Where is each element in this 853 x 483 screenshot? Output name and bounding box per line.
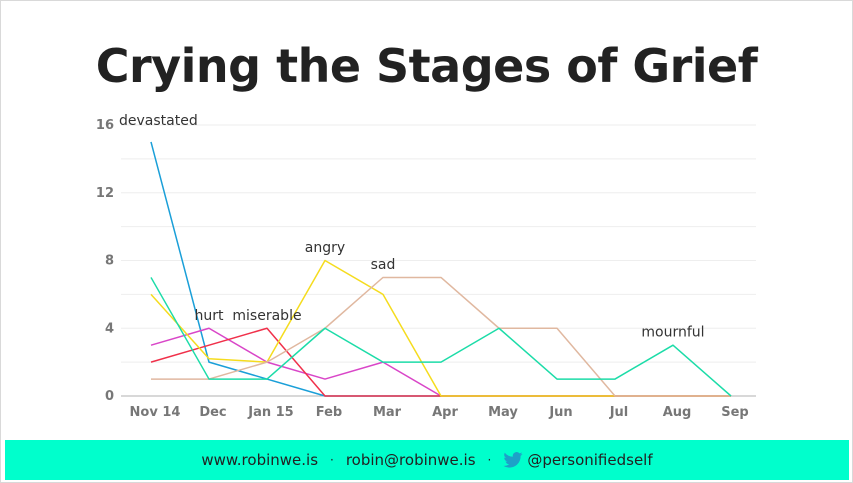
annotation-miserable: miserable [232,308,301,324]
x-tick-label: Apr [432,405,458,420]
slide-title: Crying the Stages of Grief [95,39,758,93]
annotation-angry: angry [305,240,345,256]
y-tick-label: 0 [105,389,114,404]
x-tick-label: Jun [548,405,572,420]
grief-line-chart: 0 4 8 12 16 Nov 14 Dec Jan 15 Feb Mar Apr May Jun Jul… [96,113,756,420]
website-link[interactable]: www.robinwe.is [201,451,319,469]
twitter-bird-icon [503,452,523,468]
series-line-mournful [150,277,732,397]
twitter-handle: @personifiedself [527,451,653,469]
x-tick-label: Mar [373,405,402,420]
line-layer [150,141,732,397]
y-tick-label: 12 [96,186,114,201]
x-tick-label: May [488,405,518,420]
x-tick-label: Dec [199,405,226,420]
annotation-mournful: mournful [641,325,704,341]
annotation-hurt: hurt [195,308,225,324]
annotation-devastated: devastated [119,113,198,129]
label-layer: 0 4 8 12 16 Nov 14 Dec Jan 15 Feb Mar Apr May Jun Jul… [96,113,749,420]
x-tick-label: Sep [721,405,749,420]
annotation-sad: sad [371,257,396,273]
x-tick-label: Jul [609,405,629,420]
footer-bar: www.robinwe.is · robin@robinwe.is · @per… [5,440,849,480]
y-tick-label: 8 [105,254,114,269]
x-tick-label: Feb [316,405,342,420]
x-tick-label: Aug [663,405,692,420]
email-link[interactable]: robin@robinwe.is [345,451,476,469]
twitter-link[interactable]: @personifiedself [503,451,653,469]
footer-separator: · [487,453,492,467]
x-tick-label: Jan 15 [247,405,293,420]
series-line-devastated [150,141,731,397]
y-tick-label: 4 [105,321,114,336]
footer-separator: · [330,453,334,467]
y-tick-label: 16 [96,118,114,133]
x-tick-label: Nov 14 [130,405,181,420]
series-line-sad [151,276,731,397]
grid-layer [121,124,756,397]
